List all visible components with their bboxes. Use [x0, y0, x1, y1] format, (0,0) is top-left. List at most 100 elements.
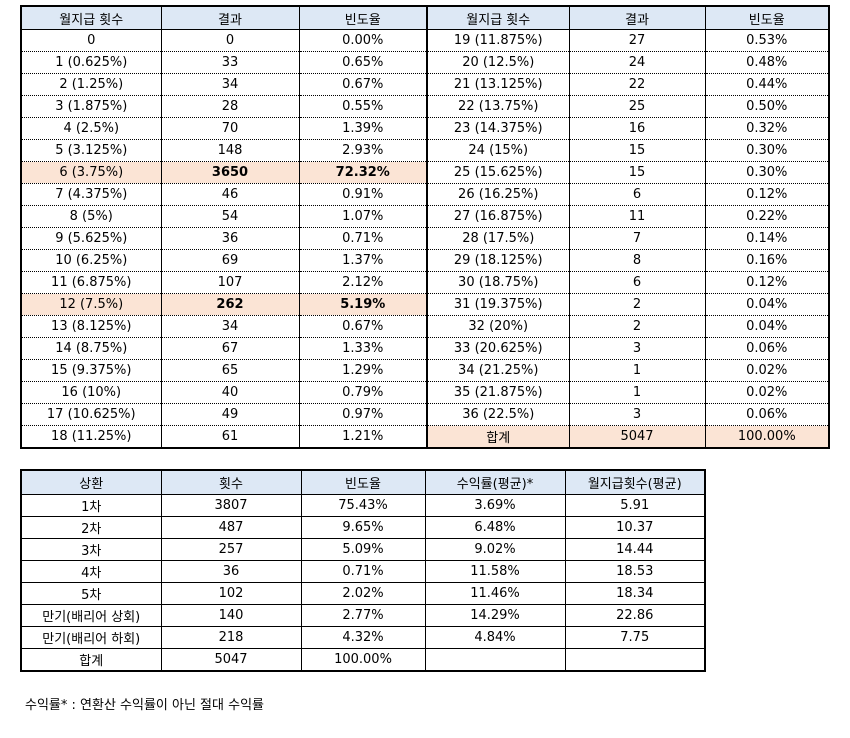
left-cell-count: 6 (3.75%): [20, 161, 162, 184]
right-cell-count: 36 (22.5%): [426, 403, 570, 426]
right-cell-count: 21 (13.125%): [426, 73, 570, 96]
cell-count: 5047: [160, 648, 302, 672]
right-cell-result: 2: [568, 293, 706, 316]
table-row: 만기(배리어 하회) 218 4.32% 4.84% 7.75: [20, 626, 706, 649]
cell-return-avg: 11.46%: [424, 582, 566, 605]
right-cell-freq: 0.04%: [704, 293, 830, 316]
left-cell-freq: 0.65%: [298, 51, 428, 74]
table-row: 12 (7.5%) 262 5.19% 31 (19.375%) 2 0.04%: [20, 293, 830, 316]
right-cell-count: 합계: [426, 425, 570, 449]
table-row: 14 (8.75%) 67 1.33% 33 (20.625%) 3 0.06%: [20, 337, 830, 360]
cell-frequency: 2.77%: [300, 604, 426, 627]
left-cell-result: 0: [160, 29, 300, 52]
left-cell-count: 13 (8.125%): [20, 315, 162, 338]
left-cell-freq: 1.07%: [298, 205, 428, 228]
right-cell-freq: 0.14%: [704, 227, 830, 250]
right-cell-count: 20 (12.5%): [426, 51, 570, 74]
left-cell-freq: 1.21%: [298, 425, 428, 449]
cell-count: 487: [160, 516, 302, 539]
left-cell-result: 67: [160, 337, 300, 360]
header-result-left: 결과: [160, 5, 300, 30]
left-cell-result: 69: [160, 249, 300, 272]
table-row: 2 (1.25%) 34 0.67% 21 (13.125%) 22 0.44%: [20, 73, 830, 96]
cell-frequency: 2.02%: [300, 582, 426, 605]
cell-payout-avg: 22.86: [564, 604, 706, 627]
left-cell-freq: 5.19%: [298, 293, 428, 316]
table-row: 합계 5047 100.00%: [20, 648, 706, 672]
header-freq-left: 빈도율: [298, 5, 428, 30]
table-row: 6 (3.75%) 3650 72.32% 25 (15.625%) 15 0.30%: [20, 161, 830, 184]
table-row: 15 (9.375%) 65 1.29% 34 (21.25%) 1 0.02%: [20, 359, 830, 382]
right-cell-result: 5047: [568, 425, 706, 449]
cell-return-avg: 11.58%: [424, 560, 566, 583]
right-cell-result: 24: [568, 51, 706, 74]
left-cell-result: 262: [160, 293, 300, 316]
left-cell-freq: 1.39%: [298, 117, 428, 140]
table-row: 18 (11.25%) 61 1.21% 합계 5047 100.00%: [20, 425, 830, 449]
left-cell-count: 9 (5.625%): [20, 227, 162, 250]
left-cell-freq: 1.37%: [298, 249, 428, 272]
payout-frequency-table: 월지급 횟수 결과 빈도율 월지급 횟수 결과 빈도율 0 0 0.00% 19 (1…: [20, 5, 830, 449]
right-cell-count: 32 (20%): [426, 315, 570, 338]
right-cell-count: 31 (19.375%): [426, 293, 570, 316]
left-cell-count: 5 (3.125%): [20, 139, 162, 162]
right-cell-freq: 0.12%: [704, 271, 830, 294]
table-row: 8 (5%) 54 1.07% 27 (16.875%) 11 0.22%: [20, 205, 830, 228]
right-cell-freq: 0.16%: [704, 249, 830, 272]
table-row: 17 (10.625%) 49 0.97% 36 (22.5%) 3 0.06%: [20, 403, 830, 426]
cell-payout-avg: 7.75: [564, 626, 706, 649]
left-cell-freq: 0.67%: [298, 73, 428, 96]
left-cell-count: 2 (1.25%): [20, 73, 162, 96]
cell-redemption: 3차: [20, 538, 162, 561]
right-cell-result: 3: [568, 337, 706, 360]
table-row: 5차 102 2.02% 11.46% 18.34: [20, 582, 706, 605]
cell-redemption: 합계: [20, 648, 162, 672]
right-cell-count: 22 (13.75%): [426, 95, 570, 118]
right-cell-result: 25: [568, 95, 706, 118]
right-cell-result: 1: [568, 359, 706, 382]
right-cell-freq: 0.12%: [704, 183, 830, 206]
right-cell-result: 15: [568, 161, 706, 184]
cell-count: 3807: [160, 494, 302, 517]
right-cell-count: 23 (14.375%): [426, 117, 570, 140]
right-cell-result: 15: [568, 139, 706, 162]
table-row: 7 (4.375%) 46 0.91% 26 (16.25%) 6 0.12%: [20, 183, 830, 206]
left-cell-result: 3650: [160, 161, 300, 184]
cell-payout-avg: 5.91: [564, 494, 706, 517]
header-redemption: 상환: [20, 469, 162, 495]
right-cell-freq: 0.06%: [704, 403, 830, 426]
cell-redemption: 1차: [20, 494, 162, 517]
right-cell-count: 25 (15.625%): [426, 161, 570, 184]
right-cell-freq: 0.22%: [704, 205, 830, 228]
table-row: 1 (0.625%) 33 0.65% 20 (12.5%) 24 0.48%: [20, 51, 830, 74]
cell-payout-avg: 18.34: [564, 582, 706, 605]
left-cell-count: 1 (0.625%): [20, 51, 162, 74]
left-cell-count: 3 (1.875%): [20, 95, 162, 118]
left-cell-freq: 0.71%: [298, 227, 428, 250]
right-cell-result: 6: [568, 271, 706, 294]
cell-count: 218: [160, 626, 302, 649]
cell-count: 257: [160, 538, 302, 561]
left-cell-count: 12 (7.5%): [20, 293, 162, 316]
left-cell-result: 46: [160, 183, 300, 206]
left-cell-count: 18 (11.25%): [20, 425, 162, 449]
left-cell-freq: 1.33%: [298, 337, 428, 360]
right-cell-freq: 0.44%: [704, 73, 830, 96]
left-cell-freq: 2.93%: [298, 139, 428, 162]
left-cell-result: 61: [160, 425, 300, 449]
cell-frequency: 5.09%: [300, 538, 426, 561]
right-cell-count: 19 (11.875%): [426, 29, 570, 52]
table-row: 16 (10%) 40 0.79% 35 (21.875%) 1 0.02%: [20, 381, 830, 404]
cell-return-avg: [424, 648, 566, 672]
left-cell-count: 0: [20, 29, 162, 52]
right-cell-freq: 0.02%: [704, 359, 830, 382]
right-cell-result: 6: [568, 183, 706, 206]
left-cell-count: 4 (2.5%): [20, 117, 162, 140]
table-header-row: 상환 횟수 빈도율 수익률(평균)* 월지급횟수(평균): [20, 469, 706, 495]
left-cell-result: 65: [160, 359, 300, 382]
left-cell-count: 7 (4.375%): [20, 183, 162, 206]
cell-frequency: 0.71%: [300, 560, 426, 583]
cell-count: 102: [160, 582, 302, 605]
right-cell-result: 16: [568, 117, 706, 140]
table-row: 13 (8.125%) 34 0.67% 32 (20%) 2 0.04%: [20, 315, 830, 338]
